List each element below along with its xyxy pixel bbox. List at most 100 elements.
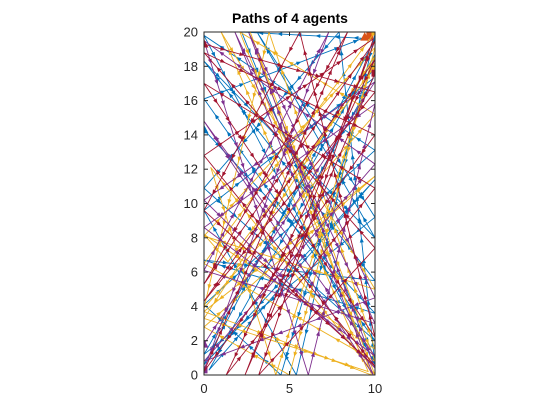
series-4-arrow [235, 289, 239, 295]
series-4-arrow [325, 174, 329, 180]
series-3-arrow [331, 268, 336, 274]
series-4-arrow [254, 190, 259, 197]
series-0-arrow [239, 83, 245, 88]
series-3-arrow [287, 103, 292, 109]
series-2-arrow [288, 61, 294, 66]
series-0-arrow [355, 137, 362, 142]
series-4-arrow [230, 83, 236, 89]
series-4-arrow [291, 273, 296, 279]
series-4-arrow [366, 57, 371, 63]
series-2-arrow [349, 365, 356, 369]
series-0-arrow [257, 187, 263, 193]
series-4-arrow [290, 288, 296, 294]
series-0-arrow [291, 206, 296, 212]
series-4-arrow [360, 104, 365, 111]
series-2-arrow [357, 128, 363, 134]
series-2-arrow [361, 267, 366, 273]
series-4-arrow [275, 266, 281, 273]
series-4-arrow [237, 134, 242, 140]
series-2-arrow [214, 185, 219, 191]
series-2-arrow [274, 162, 279, 168]
series-0-arrow [275, 200, 281, 206]
series-4-arrow [287, 148, 293, 154]
series-3-arrow [303, 184, 308, 190]
series-3-arrow [210, 249, 215, 256]
series-0-arrow [230, 330, 236, 336]
series-2-arrow [306, 175, 311, 182]
series-4-arrow [225, 116, 230, 122]
series-4-arrow [363, 294, 368, 300]
series-3-arrow [253, 161, 259, 166]
series-4-arrow [269, 82, 274, 88]
series-4-arrow [258, 57, 264, 62]
series-2-arrow [229, 273, 235, 279]
series-2-arrow [323, 269, 328, 275]
series-2-arrow [219, 294, 225, 300]
series-2-arrow [303, 349, 309, 353]
x-tick-label: 5 [286, 381, 293, 396]
series-4-arrow [323, 126, 328, 132]
axes-layer: 0 5 10 0 2 4 6 8 10 12 14 16 18 20 [184, 25, 383, 397]
series-2-arrow [272, 245, 278, 251]
series-3-arrow [304, 113, 310, 118]
series-4-arrow [310, 143, 316, 149]
series-0-arrow [325, 295, 331, 301]
series-2-arrow [221, 206, 225, 212]
series-2-arrow [344, 362, 350, 367]
series-3-arrow [269, 89, 274, 95]
series-4-arrow [318, 111, 323, 117]
series-4-arrow [345, 114, 349, 121]
series-3-arrow [321, 114, 327, 119]
series-4-arrow [358, 273, 363, 280]
series-4-arrow [274, 293, 279, 299]
series-3-arrow [269, 237, 274, 243]
series-4-arrow [305, 214, 309, 220]
series-3-arrow [349, 320, 354, 326]
series-2-arrow [257, 171, 263, 177]
series-4-arrow [328, 155, 332, 161]
series-3-arrow [326, 289, 331, 295]
series-0-arrow [329, 190, 334, 196]
series-2-arrow [279, 352, 284, 358]
series-4-arrow [213, 98, 218, 104]
series-4-arrow [295, 95, 302, 100]
series-2-arrow [293, 175, 299, 181]
series-2-arrow [324, 250, 329, 257]
series-4-arrow [316, 181, 322, 187]
series-4-arrow [263, 283, 269, 290]
series-2-arrow [305, 157, 310, 164]
series-4-arrow [347, 73, 352, 79]
series-3-arrow [225, 307, 229, 313]
series-3-arrow [257, 293, 263, 299]
series-3-arrow [286, 288, 292, 294]
series-4-arrow [241, 202, 247, 208]
series-4-arrow [237, 247, 243, 253]
series-3-arrow [336, 303, 342, 309]
series-4-arrow [218, 329, 222, 335]
series-0-arrow [357, 294, 363, 300]
series-0-arrow [281, 187, 286, 193]
series-3-arrow [308, 161, 313, 168]
series-4-arrow [277, 189, 281, 195]
series-3-arrow [236, 199, 242, 205]
series-0-arrow [234, 182, 240, 188]
series-2-arrow [310, 293, 315, 299]
series-4-arrow [270, 357, 275, 363]
series-0-arrow [279, 239, 284, 245]
series-2-arrow [220, 273, 227, 278]
series-3-arrow [312, 270, 317, 276]
series-4-arrow [273, 132, 279, 138]
series-0-arrow [222, 314, 227, 321]
series-4-arrow [247, 249, 253, 255]
series-0-arrow [231, 305, 236, 311]
series-3-arrow [261, 207, 266, 214]
series-3-arrow [240, 163, 245, 169]
series-4-arrow [340, 334, 346, 340]
series-3-arrow [241, 48, 246, 54]
series-4-arrow [228, 186, 234, 192]
series-4-arrow [249, 152, 255, 158]
series-2-arrow [225, 228, 230, 234]
series-0-arrow [300, 202, 305, 208]
series-2-arrow [357, 319, 362, 325]
chart-title: Paths of 4 agents [232, 10, 348, 26]
